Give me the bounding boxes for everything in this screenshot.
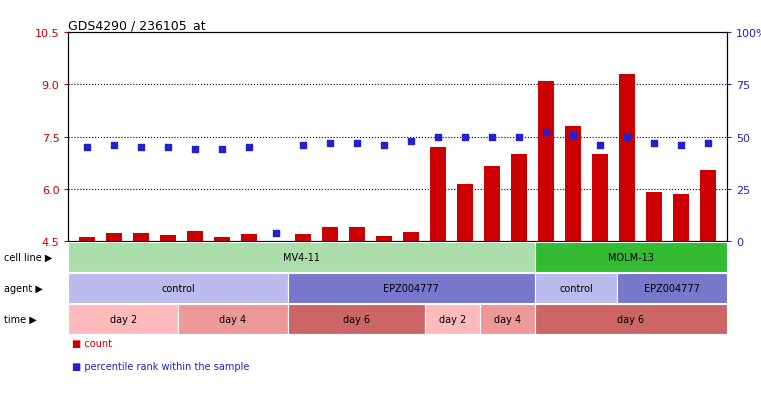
Point: [324, 140, 336, 147]
Bar: [161, 235, 177, 242]
Bar: [511, 155, 527, 242]
Bar: [619, 75, 635, 242]
Bar: [295, 234, 311, 242]
Bar: [592, 155, 608, 242]
Text: day 6: day 6: [617, 314, 645, 325]
Text: day 4: day 4: [219, 314, 247, 325]
Bar: [673, 195, 689, 242]
Bar: [133, 233, 149, 242]
Point: [432, 134, 444, 140]
Bar: [322, 228, 339, 242]
Point: [486, 134, 498, 140]
Text: day 2: day 2: [110, 314, 137, 325]
Point: [244, 145, 256, 151]
Bar: [107, 233, 123, 242]
Point: [675, 142, 687, 149]
Text: control: control: [161, 283, 195, 294]
Point: [540, 130, 552, 136]
Point: [216, 147, 228, 153]
Text: cell line ▶: cell line ▶: [4, 252, 53, 263]
Point: [702, 140, 714, 147]
Bar: [403, 233, 419, 242]
Point: [621, 134, 633, 140]
Bar: [214, 237, 231, 242]
Text: MV4-11: MV4-11: [283, 252, 320, 263]
Point: [270, 230, 282, 237]
Point: [459, 134, 471, 140]
Point: [405, 138, 417, 145]
Point: [81, 145, 94, 151]
Text: ■ percentile rank within the sample: ■ percentile rank within the sample: [72, 361, 250, 371]
Point: [189, 147, 202, 153]
Text: control: control: [559, 283, 593, 294]
Bar: [430, 148, 446, 242]
Text: day 6: day 6: [343, 314, 370, 325]
Text: EPZ004777: EPZ004777: [384, 283, 439, 294]
Point: [567, 132, 579, 138]
Point: [351, 140, 363, 147]
Text: day 4: day 4: [494, 314, 521, 325]
Bar: [241, 234, 257, 242]
Bar: [538, 82, 554, 242]
Point: [594, 142, 606, 149]
Point: [297, 142, 309, 149]
Point: [648, 140, 660, 147]
Text: GDS4290 / 236105_at: GDS4290 / 236105_at: [68, 19, 206, 32]
Point: [378, 142, 390, 149]
Point: [108, 142, 120, 149]
Bar: [457, 184, 473, 242]
Bar: [484, 167, 500, 242]
Text: ■ count: ■ count: [72, 339, 113, 349]
Point: [135, 145, 148, 151]
Text: EPZ004777: EPZ004777: [644, 283, 700, 294]
Bar: [349, 228, 365, 242]
Bar: [376, 237, 392, 242]
Point: [513, 134, 525, 140]
Bar: [79, 237, 95, 242]
Bar: [646, 193, 662, 242]
Point: [162, 145, 174, 151]
Bar: [187, 231, 203, 242]
Bar: [565, 127, 581, 242]
Text: day 2: day 2: [439, 314, 466, 325]
Text: time ▶: time ▶: [4, 314, 37, 325]
Bar: [700, 170, 716, 242]
Text: agent ▶: agent ▶: [4, 283, 43, 294]
Text: MOLM-13: MOLM-13: [608, 252, 654, 263]
